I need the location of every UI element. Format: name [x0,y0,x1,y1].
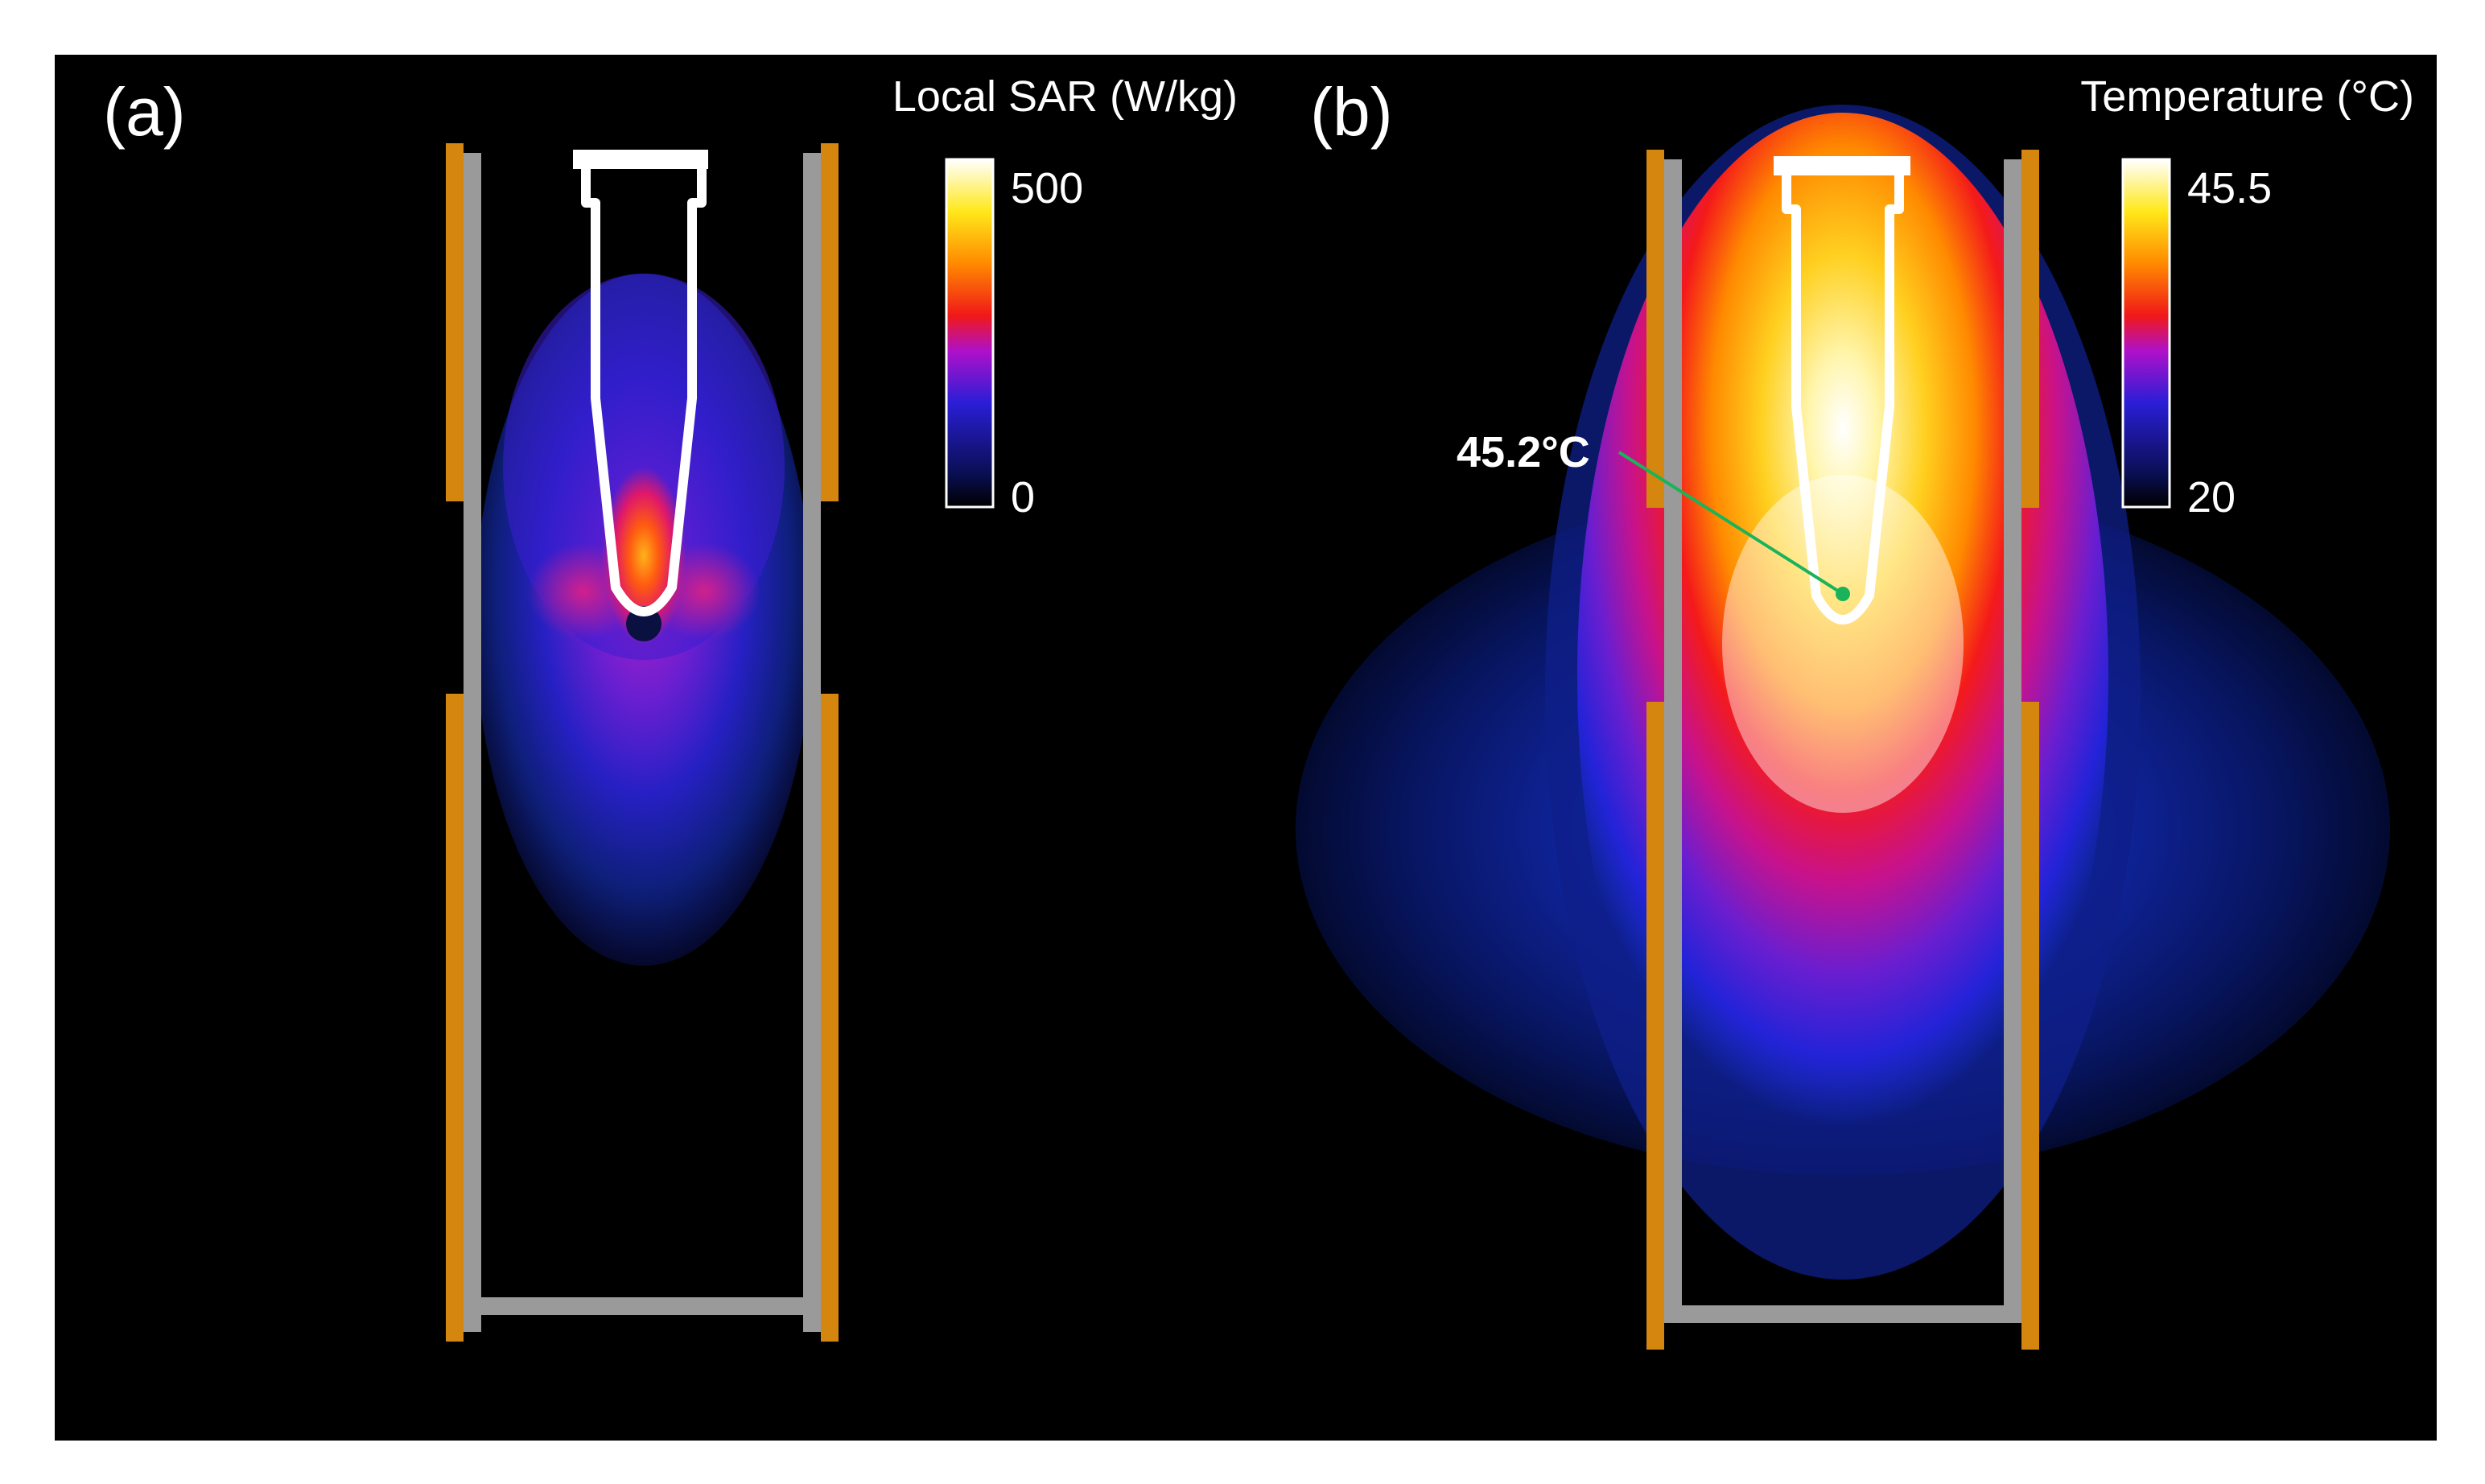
cell-wall-left [1664,159,1682,1322]
cell-wall-right [2004,159,2021,1322]
electrode-right-lower [821,694,839,1342]
panel-b-label: (b) [1310,74,1393,150]
electrode-right-upper [821,143,839,501]
electrode-right-upper [2021,150,2039,508]
max-temperature-label: 45.2°C [1457,428,1590,476]
cell-bottom [1664,1305,2021,1323]
electrode-left-lower [1646,702,1664,1350]
sar-colorbar-min: 0 [1011,473,1035,521]
sar-colorbar-title: Local SAR (W/kg) [892,72,1238,121]
panel-a-label: (a) [103,74,186,150]
temperature-field [1296,105,2390,1280]
cell-wall-right [803,153,821,1332]
sample-tube [1774,156,1910,625]
electrode-left-upper [1646,150,1664,508]
temperature-annotation: 45.2°C [1457,428,1850,601]
sar-field [475,274,813,966]
sar-colorbar: Local SAR (W/kg) 500 0 [892,72,1238,521]
cell-wall-left [464,153,481,1332]
electrode-left-lower [446,694,464,1342]
sample-tube [573,150,708,616]
electrode-right-lower [2021,702,2039,1350]
temperature-colorbar-title: Temperature (°C) [2080,72,2414,121]
measurement-point [1836,587,1850,601]
sar-colorbar-max: 500 [1011,164,1083,212]
temperature-colorbar-min: 20 [2187,473,2236,521]
panel-a: (a) Local SAR (W/kg) 500 0 [103,72,1238,1342]
cell-bottom [464,1297,821,1315]
electrode-left-upper [446,143,464,501]
temperature-colorbar: Temperature (°C) 45.5 20 [2080,72,2414,521]
panel-b: (b) 45.2°C Temperature (°C [1296,72,2414,1350]
temperature-colorbar-max: 45.5 [2187,164,2272,212]
